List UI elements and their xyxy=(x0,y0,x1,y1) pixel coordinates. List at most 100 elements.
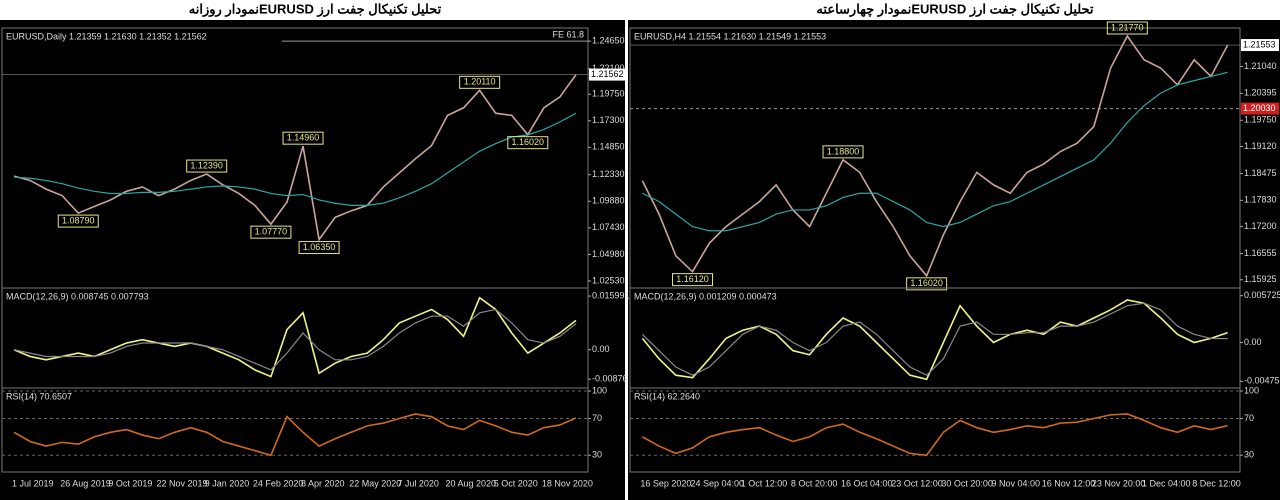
x-tick-label: 1 Jul 2019 xyxy=(12,478,54,488)
y-tick-label: 100 xyxy=(1244,385,1259,395)
series-line xyxy=(642,71,1228,232)
x-tick-label: 20 Aug 2020 xyxy=(446,478,497,488)
x-tick-label: 18 Nov 2020 xyxy=(542,478,593,488)
right-chart-bg xyxy=(628,20,1280,500)
y-tick-label: 0.015991 xyxy=(592,290,630,300)
series-line xyxy=(13,112,577,206)
panel-label: MACD(12,26,9) 0.001209 0.000473 xyxy=(634,291,777,301)
price-label: 1.12390 xyxy=(190,160,223,170)
y-tick-label: 0.00 xyxy=(1244,337,1262,347)
x-tick-label: 8 Oct 20:00 xyxy=(791,478,838,488)
x-tick-label: 26 Aug 2019 xyxy=(60,478,111,488)
x-tick-label: 16 Nov 12:00 xyxy=(1042,478,1096,488)
series-line xyxy=(13,413,577,457)
y-tick-label: 1.17300 xyxy=(592,115,625,125)
y-tick-label: 1.02530 xyxy=(592,275,625,285)
y-tick-label: 1.04980 xyxy=(592,249,625,259)
last-price-label: 1.21562 xyxy=(591,69,624,79)
x-tick-label: 16 Oct 04:00 xyxy=(841,478,893,488)
x-tick-label: 7 Jul 2020 xyxy=(397,478,439,488)
panel-frame xyxy=(1,387,589,473)
y-tick-label: 0.005725 xyxy=(1244,290,1280,300)
y-tick-label: 1.07430 xyxy=(592,222,625,232)
y-tick-label: -0.00876 xyxy=(592,374,628,384)
y-tick-label: 1.19120 xyxy=(1244,141,1277,151)
series-line xyxy=(641,299,1228,381)
y-tick-label: 100 xyxy=(592,385,607,395)
price-label: 1.08790 xyxy=(62,215,95,225)
price-label: 1.16120 xyxy=(676,274,709,284)
series-line xyxy=(641,413,1228,457)
price-label: 1.21770 xyxy=(1111,22,1144,32)
y-tick-label: 1.18475 xyxy=(1244,168,1277,178)
price-box xyxy=(672,273,714,287)
x-tick-label: 23 Nov 20:00 xyxy=(1092,478,1146,488)
y-tick-label: 1.21040 xyxy=(1244,61,1277,71)
x-tick-label: 9 Oct 2019 xyxy=(108,478,152,488)
price-label: 1.16020 xyxy=(910,278,943,288)
price-box xyxy=(507,136,549,150)
x-tick-label: 16 Sep 2020 xyxy=(640,478,691,488)
y-tick-label: 1.12330 xyxy=(592,169,625,179)
left-chart-bg xyxy=(0,20,625,500)
price-box xyxy=(186,159,228,173)
price-label: 1.16020 xyxy=(512,137,545,147)
price-box xyxy=(822,145,864,159)
price-label: 1.06350 xyxy=(303,242,336,252)
y-tick-label: 1.14850 xyxy=(592,142,625,152)
price-label: 1.07770 xyxy=(255,227,288,237)
y-tick-label: 1.15925 xyxy=(1244,274,1277,284)
y-tick-label: 70 xyxy=(1244,413,1254,423)
last-price-label: 1.21553 xyxy=(1243,39,1276,49)
panel-label: RSI(14) 62.2640 xyxy=(634,391,700,401)
last-price-box xyxy=(1241,39,1279,52)
x-tick-label: 9 Nov 04:00 xyxy=(992,478,1041,488)
y-tick-label: 1.24650 xyxy=(592,35,625,45)
x-tick-label: 8 Apr 2020 xyxy=(301,478,345,488)
y-tick-label: 1.19750 xyxy=(1244,115,1277,125)
y-tick-label: 1.17200 xyxy=(1244,221,1277,231)
panel-frame xyxy=(629,387,1241,473)
chart-title: تحلیل تکنیکال جفت ارز EURUSDنمودار روزان… xyxy=(189,1,442,17)
x-tick-label: 24 Sep 04:00 xyxy=(691,478,745,488)
panel-label: EURUSD,H4 1.21554 1.21630 1.21549 1.2155… xyxy=(634,31,826,41)
price-box xyxy=(250,225,292,239)
panel-label: MACD(12,26,9) 0.008745 0.007793 xyxy=(6,291,149,301)
level-box xyxy=(1241,102,1279,115)
price-label: 1.20110 xyxy=(464,77,496,87)
y-tick-label: -0.004755 xyxy=(1244,376,1280,386)
y-tick-label: 1.17830 xyxy=(1244,195,1277,205)
series-line xyxy=(13,74,577,242)
y-tick-label: 1.22100 xyxy=(592,63,625,73)
x-tick-label: 1 Oct 12:00 xyxy=(741,478,788,488)
series-line xyxy=(641,302,1228,376)
y-tick-label: 1.09880 xyxy=(592,196,625,206)
price-box xyxy=(282,131,324,145)
x-tick-label: 8 Dec 12:00 xyxy=(1192,478,1241,488)
panel-label: EURUSD,Daily 1.21359 1.21630 1.21352 1.2… xyxy=(6,31,207,41)
series-line xyxy=(641,34,1229,278)
x-tick-label: 9 Jan 2020 xyxy=(205,478,250,488)
last-price-box xyxy=(589,68,627,81)
y-tick-label: 30 xyxy=(592,450,602,460)
y-tick-label: 0.00 xyxy=(592,344,610,354)
price-box xyxy=(298,241,340,255)
chart-title: تحلیل تکنیکال جفت ارز EURUSDنمودار چهارس… xyxy=(816,1,1094,17)
price-label: 1.14960 xyxy=(287,133,320,143)
price-box xyxy=(1106,21,1148,35)
x-tick-label: 5 Oct 2020 xyxy=(494,478,538,488)
level-label: FE 61.8 xyxy=(552,29,584,39)
y-tick-label: 1.16555 xyxy=(1244,248,1277,258)
price-box xyxy=(57,214,99,228)
price-box xyxy=(459,75,501,89)
level-label: 1.20030 xyxy=(1243,103,1276,113)
x-tick-label: 1 Dec 04:00 xyxy=(1142,478,1191,488)
series-line xyxy=(13,308,577,371)
series-line xyxy=(13,296,577,378)
y-tick-label: 30 xyxy=(1244,450,1254,460)
x-tick-label: 30 Oct 20:00 xyxy=(941,478,993,488)
panel-label: RSI(14) 70.6507 xyxy=(6,391,72,401)
price-label: 1.18800 xyxy=(827,146,860,156)
